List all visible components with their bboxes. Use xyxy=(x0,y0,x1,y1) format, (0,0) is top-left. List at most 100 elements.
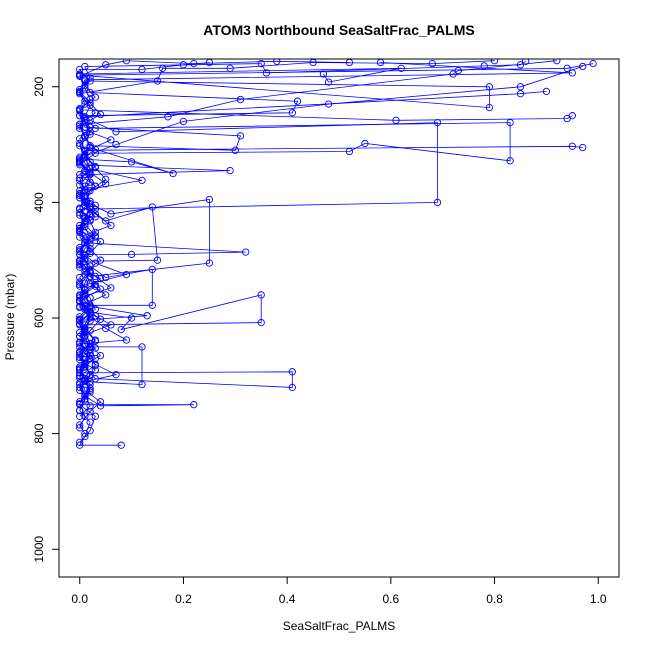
data-point xyxy=(589,59,597,68)
series-line xyxy=(78,91,547,434)
data-point xyxy=(257,318,265,327)
data-point xyxy=(86,354,94,363)
data-point xyxy=(516,90,525,98)
data-point xyxy=(127,158,136,166)
data-point xyxy=(361,139,369,148)
data-point xyxy=(96,110,105,119)
data-point xyxy=(86,262,94,270)
data-point xyxy=(107,321,115,329)
series-line xyxy=(78,109,573,428)
data-point xyxy=(76,315,84,323)
data-point xyxy=(122,336,131,344)
data-point xyxy=(76,88,84,97)
data-point xyxy=(81,217,89,225)
data-point xyxy=(76,273,84,282)
chart-title: ATOM3 Northbound SeaSaltFrac_PALMS xyxy=(203,22,474,38)
data-point xyxy=(86,303,94,312)
data-point xyxy=(76,372,84,380)
data-point xyxy=(112,371,120,379)
data-point xyxy=(81,192,89,201)
data-point xyxy=(91,366,99,374)
data-point xyxy=(86,199,94,208)
data-point xyxy=(542,87,551,96)
data-point xyxy=(86,402,94,410)
data-point xyxy=(76,398,84,406)
series-10 xyxy=(76,59,499,386)
data-point xyxy=(81,84,89,92)
data-point xyxy=(76,122,84,130)
data-point xyxy=(568,142,576,150)
data-point xyxy=(76,204,84,212)
data-point xyxy=(563,64,571,72)
data-point xyxy=(76,176,84,185)
data-point xyxy=(91,205,99,213)
data-point xyxy=(86,165,94,173)
data-point xyxy=(86,130,94,138)
data-point xyxy=(81,321,89,329)
series-line xyxy=(79,60,350,376)
data-point xyxy=(433,198,442,207)
data-point xyxy=(81,257,89,265)
data-point xyxy=(91,412,99,420)
data-point xyxy=(553,59,561,65)
series-1 xyxy=(76,62,587,449)
data-point xyxy=(226,166,234,175)
data-point xyxy=(76,421,84,429)
data-point xyxy=(86,101,94,109)
x-tick-label: 0.2 xyxy=(175,592,192,606)
data-point xyxy=(86,408,94,416)
data-point xyxy=(102,217,110,225)
y-axis-label: Pressure (mbar) xyxy=(3,274,17,361)
data-point xyxy=(127,250,136,259)
data-point xyxy=(490,59,499,65)
data-point xyxy=(579,62,587,71)
data-point xyxy=(76,338,84,346)
data-point xyxy=(190,401,198,409)
data-point xyxy=(148,203,156,211)
data-point xyxy=(81,188,89,196)
data-point xyxy=(76,438,84,446)
data-point xyxy=(257,291,265,299)
data-point xyxy=(91,149,99,157)
data-point xyxy=(86,386,94,394)
data-point xyxy=(102,324,110,333)
data-point xyxy=(485,103,494,112)
data-point xyxy=(226,64,234,72)
data-point xyxy=(76,365,84,373)
data-point xyxy=(91,109,99,117)
data-point xyxy=(428,59,436,68)
data-point xyxy=(433,118,442,127)
data-point xyxy=(81,251,89,260)
data-point xyxy=(76,124,84,133)
data-point xyxy=(81,412,89,420)
data-point xyxy=(86,234,94,242)
data-point xyxy=(568,112,576,120)
data-point xyxy=(81,100,89,108)
data-point xyxy=(81,113,89,121)
data-point xyxy=(86,216,94,224)
x-tick-label: 1.0 xyxy=(590,592,607,606)
data-point xyxy=(86,269,94,277)
data-point xyxy=(91,344,99,352)
data-point xyxy=(96,351,105,360)
data-point xyxy=(81,331,89,339)
data-point xyxy=(102,291,110,299)
data-point xyxy=(86,371,94,379)
x-tick-label: 0.4 xyxy=(279,592,296,606)
data-point xyxy=(81,223,89,231)
data-point xyxy=(516,61,525,69)
data-point xyxy=(179,117,188,126)
data-point xyxy=(117,441,125,449)
data-point xyxy=(257,59,265,68)
data-point xyxy=(138,380,146,389)
data-point xyxy=(86,128,94,136)
x-axis-label: SeaSaltFrac_PALMS xyxy=(283,619,396,633)
data-point xyxy=(81,355,89,364)
data-point xyxy=(86,169,94,178)
data-point xyxy=(86,205,94,213)
data-point xyxy=(102,273,110,282)
series-line xyxy=(78,145,583,443)
data-point xyxy=(76,158,84,166)
data-point xyxy=(86,308,94,316)
